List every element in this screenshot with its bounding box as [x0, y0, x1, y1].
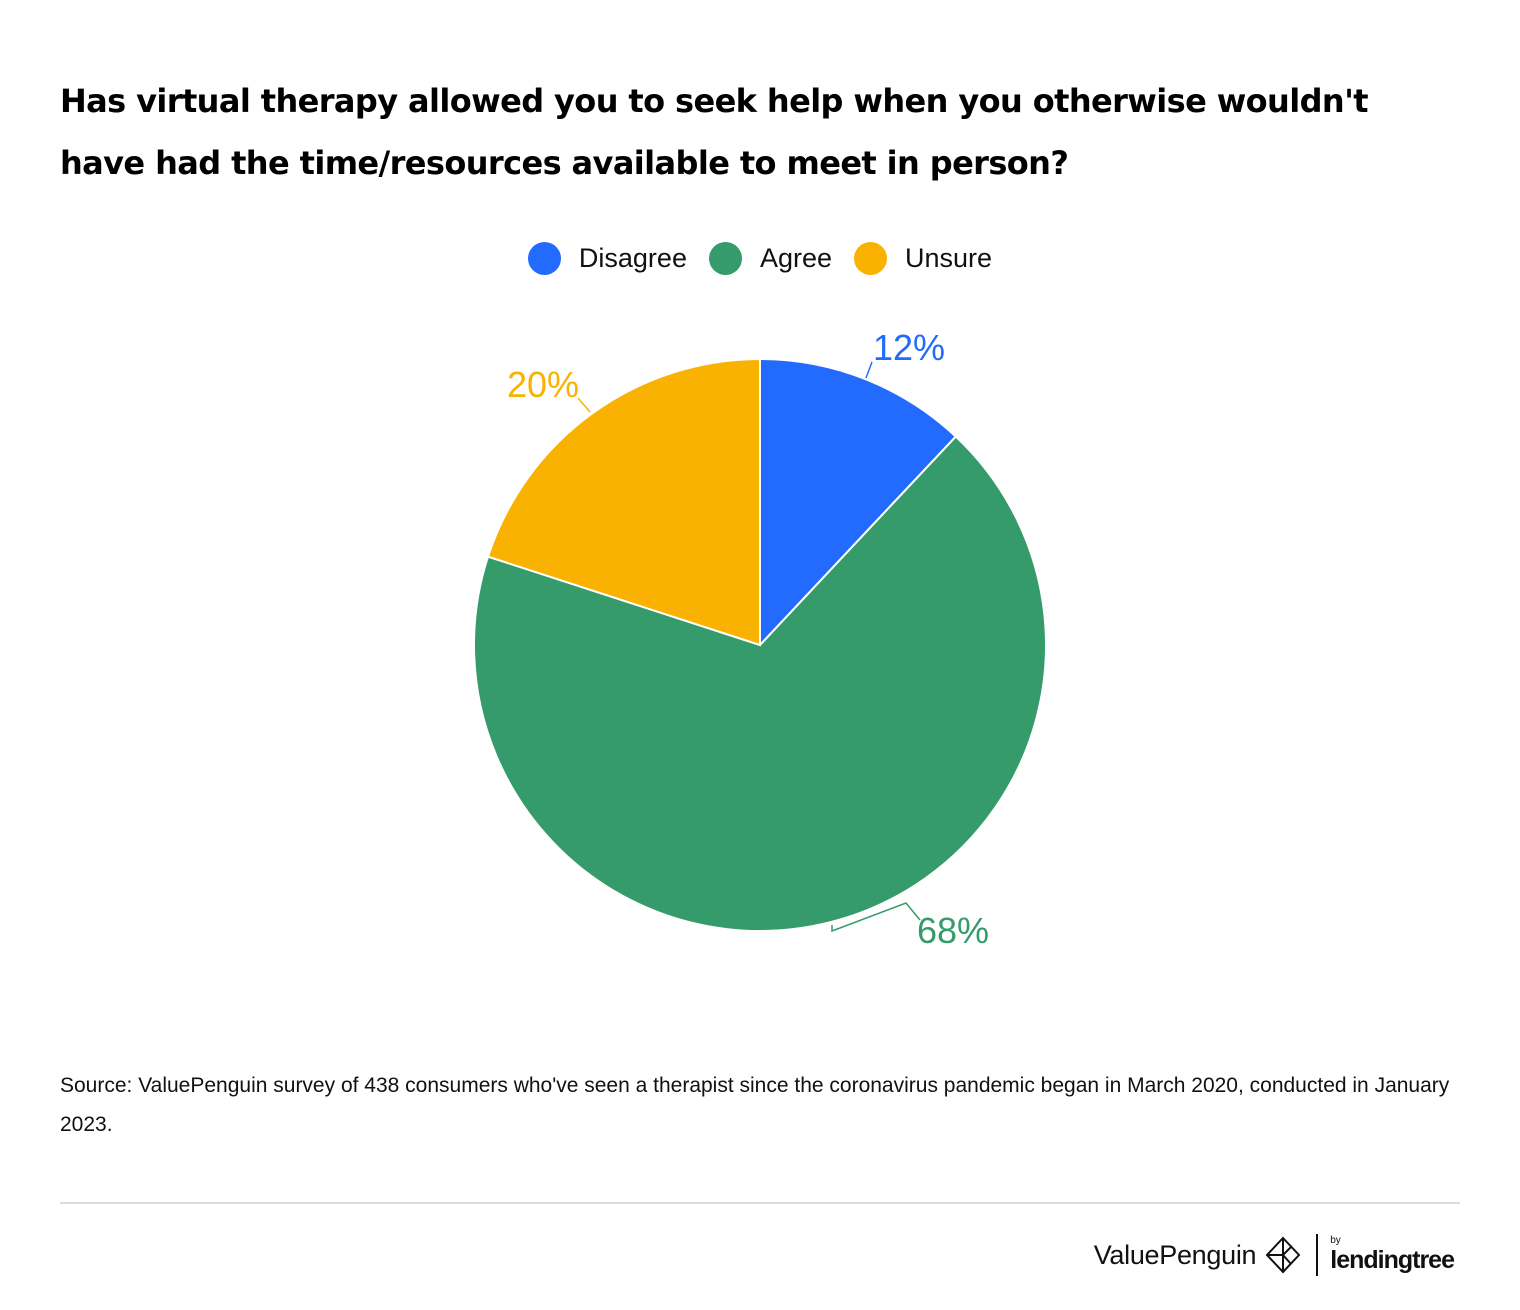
brand-by-text: by [1330, 1235, 1341, 1246]
brand-footer: ValuePenguin by lendingtree [1093, 1232, 1455, 1278]
lendingtree-logo: by lendingtree [1330, 1235, 1455, 1275]
pie-slice-disagree [759, 357, 958, 648]
valuepenguin-logo-icon [1265, 1236, 1301, 1274]
legend-label-disagree: Disagree [578, 243, 687, 273]
source-note: Source: ValuePenguin survey of 438 consu… [60, 1074, 1450, 1136]
lendingtree-wordmark: lendingtree [1330, 1246, 1455, 1274]
data-label-disagree: 12% [873, 327, 945, 368]
data-label-unsure: 20% [507, 364, 579, 405]
pie-chart: 12% 68% 20% [473, 327, 1047, 951]
valuepenguin-wordmark: ValuePenguin [1093, 1239, 1257, 1270]
legend-item-unsure: Unsure [854, 242, 992, 275]
leader-line-disagree [865, 361, 873, 379]
legend-item-disagree: Disagree [527, 242, 687, 275]
footer-divider [60, 1202, 1460, 1204]
chart-title: Has virtual therapy allowed you to seek … [60, 82, 1369, 182]
brand-separator [1316, 1234, 1319, 1276]
legend-swatch-unsure [854, 242, 888, 275]
chart-legend: Disagree Agree Unsure [0, 242, 1520, 275]
legend-label-agree: Agree [759, 243, 833, 273]
legend-swatch-agree [708, 242, 742, 275]
leader-line-unsure [577, 397, 591, 413]
legend-label-unsure: Unsure [905, 243, 993, 273]
pie-slice-agree [473, 435, 1047, 932]
leader-line-agree [831, 902, 921, 933]
pie-slice-unsure [486, 357, 761, 647]
legend-item-agree: Agree [708, 242, 833, 275]
legend-swatch-disagree [527, 242, 561, 275]
data-label-agree: 68% [917, 910, 989, 951]
